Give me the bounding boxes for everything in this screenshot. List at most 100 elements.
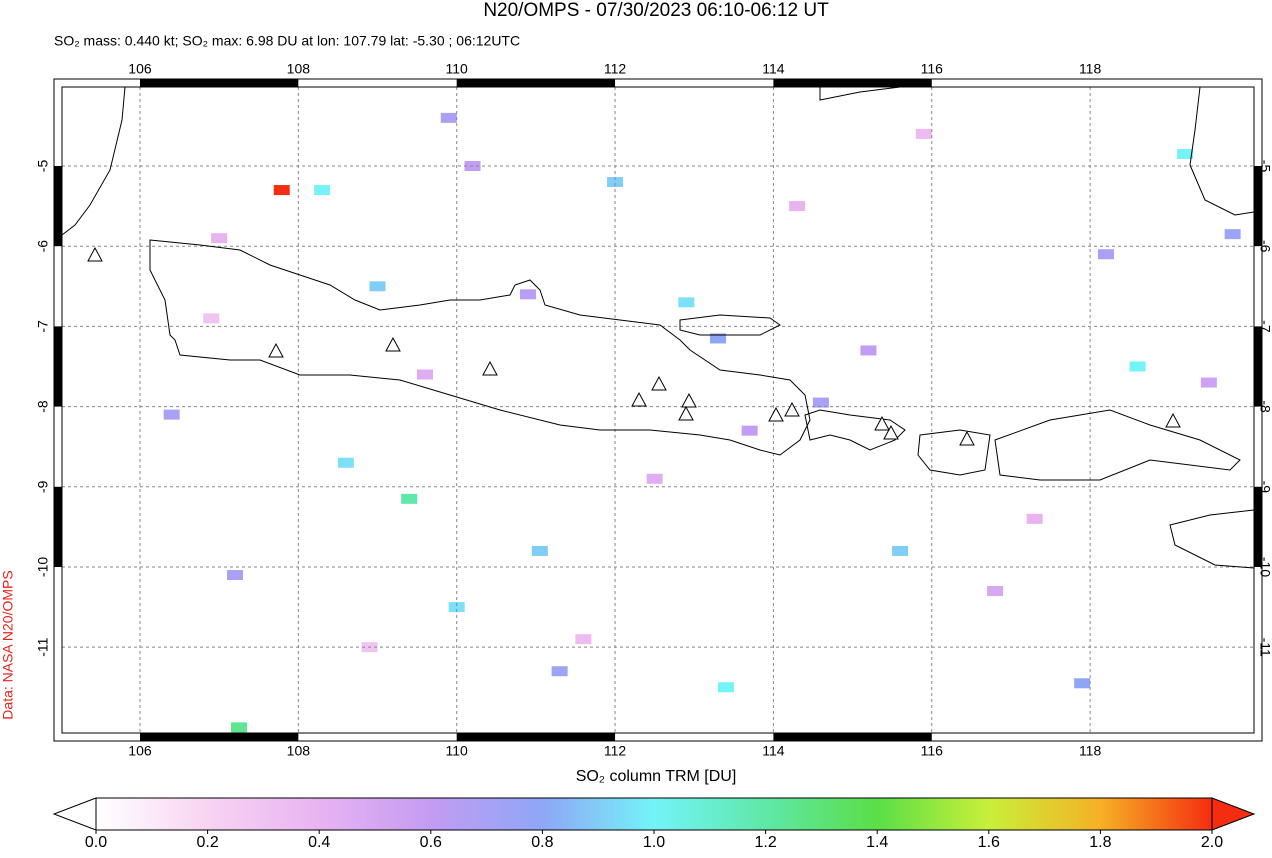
so2-pixel	[369, 281, 386, 292]
so2-pixel	[717, 682, 734, 693]
frame-bar	[54, 486, 62, 567]
y-tick-label: -5	[1257, 160, 1272, 173]
so2-pixel	[227, 570, 244, 581]
coast-sumatra	[61, 86, 126, 236]
coast-madura	[679, 314, 781, 336]
frame-outer	[53, 78, 1263, 742]
so2-pixel	[163, 409, 180, 420]
x-tick-label: 110	[446, 61, 469, 77]
so2-pixel	[789, 201, 806, 212]
coast-bali	[804, 409, 906, 451]
frame-bar	[54, 326, 62, 407]
colorbar-tick-label: 1.8	[1089, 834, 1111, 851]
y-tick-label: -8	[35, 400, 51, 413]
x-tick-label: 118	[1079, 743, 1102, 759]
so2-pixel	[709, 333, 726, 344]
frame-bar	[1254, 165, 1262, 247]
so2-pixel	[987, 586, 1004, 597]
colorbar-tick-label: 0.8	[531, 834, 553, 851]
colorbar-tick-label: 1.6	[978, 834, 1000, 851]
frame-bar	[456, 79, 616, 87]
x-tick-label: 116	[921, 61, 944, 77]
so2-pixel	[812, 397, 829, 408]
colorbar-tick-label: 1.0	[643, 834, 665, 851]
frame-bar	[139, 79, 299, 87]
x-tick-label: 108	[287, 743, 311, 759]
so2-pixel	[273, 185, 290, 196]
y-tick-label: -7	[35, 320, 51, 333]
so2-pixel	[401, 493, 418, 504]
so2-pixel	[1177, 148, 1194, 159]
x-tick-label: 108	[287, 61, 311, 77]
frame-bar	[773, 79, 932, 87]
coast-sumbawa	[994, 409, 1241, 481]
x-tick-label: 106	[128, 61, 152, 77]
so2-pixel	[741, 425, 758, 436]
so2-pixel	[1097, 249, 1114, 260]
y-tick-label: -6	[35, 240, 51, 253]
colorbar-tick-label: 0.0	[85, 834, 107, 851]
so2-pixel	[607, 177, 624, 188]
so2-pixel	[1074, 678, 1091, 689]
x-tick-label: 114	[762, 61, 785, 77]
colorbar-tick-label: 1.2	[754, 834, 776, 851]
y-tick-label: -11	[35, 637, 51, 656]
so2-pixel	[203, 313, 220, 324]
so2-pixel	[915, 128, 932, 139]
so2-pixel	[1129, 361, 1146, 372]
colorbar-tick-label: 0.4	[308, 834, 330, 851]
colorbar-tick-label: 1.4	[866, 834, 888, 851]
subtitle: SO₂ mass: 0.440 kt; SO₂ max: 6.98 DU at …	[54, 33, 520, 49]
frame-bar	[773, 733, 932, 741]
y-tick-label: -9	[35, 480, 51, 493]
so2-pixel	[337, 457, 354, 468]
so2-pixel	[519, 289, 536, 300]
frame-bar	[1254, 486, 1262, 567]
volcanoes	[87, 246, 1181, 446]
so2-pixel	[1224, 229, 1241, 240]
x-tick-label: 110	[446, 743, 469, 759]
colorbar: 0.0 0.2 0.4 0.6 0.8 1.0 1.2 1.4 1.6 1.8 2.0	[52, 797, 1256, 851]
credit: Data: NASA N20/OMPS	[0, 570, 16, 719]
so2-pixel	[551, 666, 568, 677]
y-tick-label: -11	[1257, 638, 1272, 657]
so2-pixel	[678, 297, 695, 308]
frame-bar	[139, 733, 299, 741]
colorbar-tick-label: 0.2	[196, 834, 218, 851]
x-tick-label: 112	[604, 61, 627, 77]
coast-sumba	[1169, 509, 1255, 569]
so2-pixel	[440, 112, 457, 123]
coast-sulawesi	[1189, 86, 1255, 216]
so2-pixel	[448, 602, 465, 613]
so2-pixel	[531, 545, 548, 556]
frame-bar	[1254, 326, 1262, 407]
y-tick-label: -5	[35, 160, 51, 173]
colorbar-under	[52, 797, 97, 831]
so2-pixel	[230, 722, 247, 733]
x-tick-label: 106	[128, 743, 152, 759]
colorbar-label: SO₂ column TRM [DU]	[576, 768, 737, 785]
coast-java	[149, 239, 811, 456]
x-tick-label: 116	[921, 743, 944, 759]
colorbar-gradient	[95, 797, 1213, 831]
y-tick-label: -8	[1257, 400, 1272, 413]
volcano	[87, 246, 1181, 446]
y-tick-label: -6	[1257, 240, 1272, 253]
grid-layer	[62, 87, 1254, 733]
colorbar-tick-label: 2.0	[1201, 834, 1223, 851]
title: N20/OMPS - 07/30/2023 06:10-06:12 UT	[483, 0, 829, 21]
coast-borneo	[819, 86, 901, 101]
y-tick-label: -9	[1257, 481, 1272, 494]
map-area	[62, 87, 1254, 733]
coast-lombok	[917, 429, 991, 476]
so2-pixel	[314, 185, 331, 196]
colorbar-over	[1211, 797, 1256, 831]
coastlines	[61, 86, 1255, 569]
y-tick-label: -7	[1257, 320, 1272, 333]
so2-pixel	[860, 345, 877, 356]
so2-pixel	[1026, 513, 1043, 524]
y-tick-label: -10	[35, 557, 51, 577]
x-tick-label: 112	[604, 743, 627, 759]
